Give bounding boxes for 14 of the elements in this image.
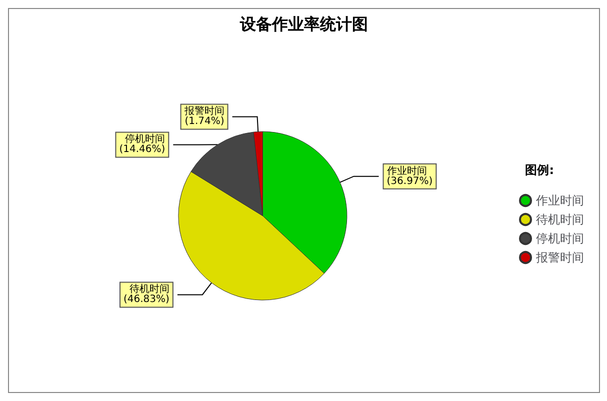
legend-label: 待机时间 (536, 212, 584, 226)
chart-title: 设备作业率统计图 (239, 14, 368, 34)
legend-label: 停机时间 (536, 232, 584, 246)
data-label: (1.74%) (184, 116, 224, 128)
data-label: (36.97%) (386, 176, 433, 187)
legend-title: 图例: (525, 163, 554, 177)
slice-label: 待机时间 (129, 283, 170, 296)
legend-label: 作业时间 (535, 194, 584, 208)
slice-label: 作业时间 (386, 164, 427, 177)
data-label: (46.83%) (123, 294, 170, 306)
slice-label: 报警时间 (183, 105, 224, 118)
slice-label: 停机时间 (125, 133, 166, 146)
data-label: (14.46%) (119, 144, 166, 156)
legend-label: 报警时间 (535, 250, 584, 264)
